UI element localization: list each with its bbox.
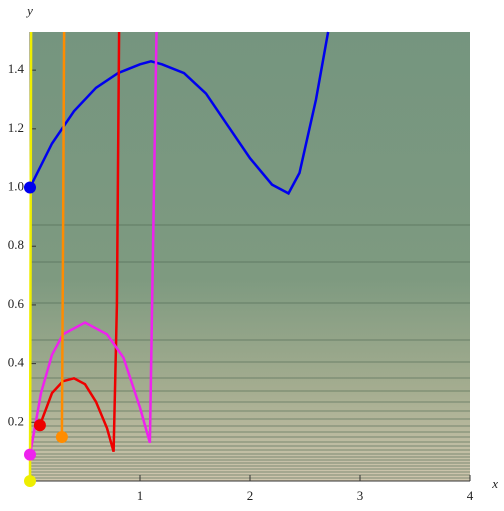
start-point (24, 448, 36, 461)
trajectory (28, 31, 33, 482)
start-point (55, 430, 68, 443)
trajectory (28, 31, 330, 196)
trajectory (28, 31, 158, 455)
y-tick-label: 0.2 (8, 413, 24, 428)
x-tick-label: 3 (357, 488, 364, 503)
y-tick-label: 1.0 (8, 179, 24, 194)
y-axis-label: y (25, 3, 33, 18)
x-tick-label: 1 (137, 488, 144, 503)
y-tick-label: 1.2 (8, 120, 24, 135)
trajectory (60, 31, 66, 438)
y-tick-label: 0.4 (8, 355, 25, 370)
x-tick-label: 2 (247, 488, 254, 503)
start-point (24, 181, 36, 194)
x-tick-label: 4 (467, 488, 474, 503)
contour-background (30, 32, 470, 481)
start-point (24, 475, 36, 487)
y-tick-label: 0.8 (8, 237, 24, 252)
y-tick-label: 0.6 (8, 296, 25, 311)
trajectory (38, 31, 121, 453)
y-tick-label: 1.4 (8, 61, 25, 76)
start-point (33, 419, 46, 432)
x-axis-label: x (491, 476, 498, 491)
